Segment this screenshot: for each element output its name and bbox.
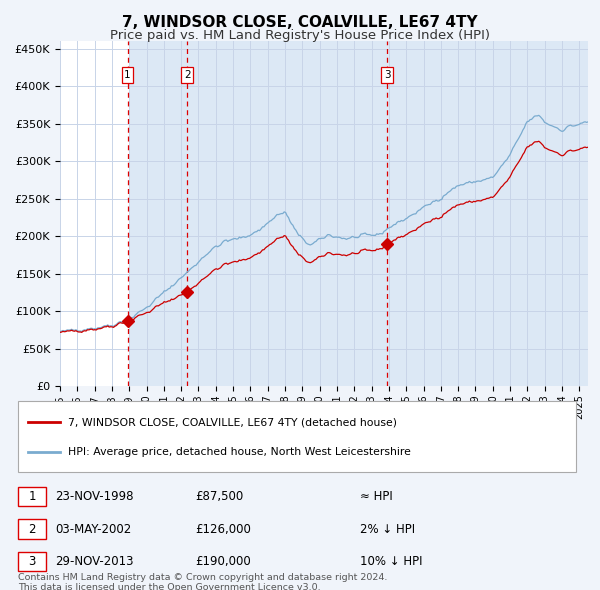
Text: 7, WINDSOR CLOSE, COALVILLE, LE67 4TY (detached house): 7, WINDSOR CLOSE, COALVILLE, LE67 4TY (d… [68, 418, 397, 427]
Bar [187, 41, 388, 386]
Text: 23-NOV-1998: 23-NOV-1998 [55, 490, 133, 503]
Text: 2: 2 [184, 70, 190, 80]
Text: 3: 3 [28, 555, 35, 568]
Text: ≈ HPI: ≈ HPI [360, 490, 393, 503]
Bar [64, 41, 128, 386]
Bar [128, 41, 187, 386]
Text: £87,500: £87,500 [195, 490, 243, 503]
Bar [18, 401, 576, 472]
Bar [18, 519, 46, 539]
Text: Contains HM Land Registry data © Crown copyright and database right 2024.: Contains HM Land Registry data © Crown c… [18, 573, 388, 582]
Text: 29-NOV-2013: 29-NOV-2013 [55, 555, 133, 568]
Text: 2: 2 [28, 523, 36, 536]
Text: 7, WINDSOR CLOSE, COALVILLE, LE67 4TY: 7, WINDSOR CLOSE, COALVILLE, LE67 4TY [122, 15, 478, 30]
Bar [18, 552, 46, 571]
Text: 10% ↓ HPI: 10% ↓ HPI [360, 555, 422, 568]
Text: 1: 1 [124, 70, 131, 80]
Text: 03-MAY-2002: 03-MAY-2002 [55, 523, 131, 536]
Text: 1: 1 [28, 490, 36, 503]
Text: HPI: Average price, detached house, North West Leicestershire: HPI: Average price, detached house, Nort… [68, 447, 411, 457]
Text: Price paid vs. HM Land Registry's House Price Index (HPI): Price paid vs. HM Land Registry's House … [110, 29, 490, 42]
Text: £190,000: £190,000 [195, 555, 251, 568]
Bar [388, 41, 588, 386]
Bar [18, 487, 46, 506]
Text: 3: 3 [384, 70, 391, 80]
Text: This data is licensed under the Open Government Licence v3.0.: This data is licensed under the Open Gov… [18, 582, 320, 590]
Text: 2% ↓ HPI: 2% ↓ HPI [360, 523, 415, 536]
Text: £126,000: £126,000 [195, 523, 251, 536]
